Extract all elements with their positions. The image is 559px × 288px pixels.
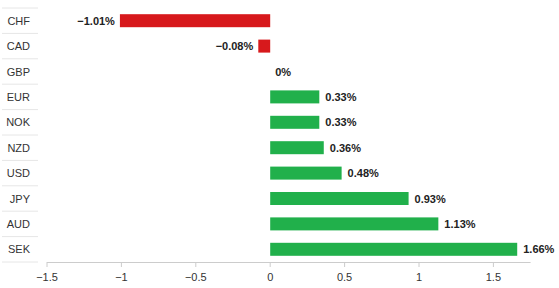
x-tick [195,262,196,267]
x-tick [419,262,420,267]
bar [120,14,270,27]
data-label: 0.48% [348,167,379,179]
data-label: 0.33% [325,116,356,128]
x-tick [344,262,345,267]
row-separator [2,262,38,263]
category-label: NZD [7,142,30,154]
chart-svg: CHF −1.01% CAD −0.08% GBP 0% EUR 0.33% NOK 0.33% N… [0,0,559,288]
data-label: −1.01% [77,15,115,27]
x-axis-line [47,262,531,263]
category-label: USD [7,167,30,179]
category-label: GBP [7,66,30,78]
category-label: SEK [8,243,31,255]
bar [270,141,324,154]
data-label: 1.66% [523,243,554,255]
row-separator [2,8,38,9]
x-tick [493,262,494,267]
x-tick [47,262,48,267]
x-tick-label: 1 [416,271,422,283]
bar [270,116,319,129]
row-separator [2,33,38,34]
bar [270,90,319,103]
category-label: EUR [7,91,30,103]
data-label: 0% [275,66,291,78]
data-label: 0.36% [330,142,361,154]
x-tick-label: −1 [115,271,128,283]
row-separator [2,135,38,136]
bar [270,167,341,180]
row-separator [2,211,38,212]
x-tick-label: 0 [267,271,273,283]
data-label: −0.08% [216,40,254,52]
bar [258,40,270,53]
row-separator [2,84,38,85]
category-label: NOK [6,116,31,128]
category-label: JPY [10,193,31,205]
category-label: CHF [7,15,30,27]
labels: CHF −1.01% CAD −0.08% GBP 0% EUR 0.33% NOK 0.33% N… [6,15,554,256]
x-tick-label: −1.5 [36,271,58,283]
x-tick-label: 1.5 [486,271,501,283]
bar [270,192,408,205]
bar [270,65,271,78]
chart-container: CHF −1.01% CAD −0.08% GBP 0% EUR 0.33% NOK 0.33% N… [0,0,559,288]
bar [270,217,438,230]
x-tick-label: −0.5 [185,271,207,283]
x-tick-label: 0.5 [337,271,352,283]
x-tick [270,262,271,267]
bar [270,243,517,256]
category-label: AUD [7,218,30,230]
row-separator [2,58,38,59]
bars [120,14,517,256]
data-label: 0.93% [415,193,446,205]
row-separator [2,185,38,186]
category-label: CAD [7,40,30,52]
row-separator [2,236,38,237]
data-label: 0.33% [325,91,356,103]
data-label: 1.13% [444,218,475,230]
row-separator [2,160,38,161]
row-separator [2,109,38,110]
x-tick [121,262,122,267]
